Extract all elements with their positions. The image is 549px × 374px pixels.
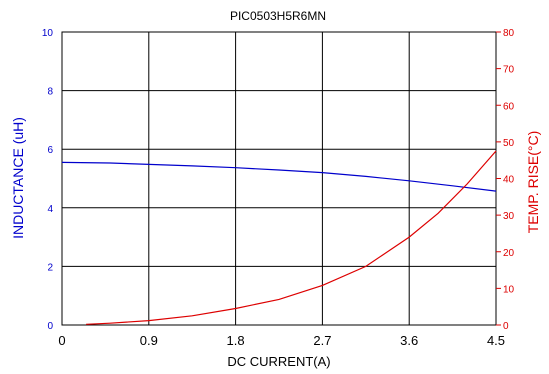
x-axis-ticks: 0 0.9 1.8 2.7 3.6 4.5 [58,333,505,348]
inductance-line [61,161,497,192]
right-tick-label: 50 [503,138,515,149]
right-tick-label: 0 [503,321,509,332]
left-tick-label: 8 [47,87,53,98]
right-axis-label: TEMP. RISE(°C) [525,131,541,234]
left-tick-label: 2 [47,262,53,273]
x-tick-label: 1.8 [227,333,245,348]
plot-area [61,31,497,326]
x-axis-label: DC CURRENT(A) [227,354,330,369]
right-tick-label: 60 [503,101,515,112]
left-tick-label: 10 [42,28,54,39]
left-tick-label: 6 [47,145,53,156]
x-tick-label: 2.7 [313,333,331,348]
right-tick-label: 20 [503,248,515,259]
right-tick-label: 10 [503,284,515,295]
right-tick-label: 70 [503,65,515,76]
right-tick-label: 80 [503,28,515,39]
left-tick-label: 4 [47,204,53,215]
left-tick-label: 0 [47,321,53,332]
right-tick-label: 40 [503,175,515,186]
right-axis-ticks: 0 10 20 30 40 50 60 70 80 [496,28,515,332]
series-layer [61,150,497,325]
x-tick-label: 3.6 [400,333,418,348]
x-tick-label: 0 [58,333,65,348]
grid [62,32,496,325]
x-tick-label: 4.5 [487,333,505,348]
x-tick-label: 0.9 [140,333,158,348]
left-axis-label: INDUCTANCE (uH) [10,117,26,239]
left-axis-ticks: 0 2 4 6 8 10 [42,28,54,332]
chart-title: PIC0503H5R6MN [230,9,326,23]
temperature-rise-line [86,150,497,325]
right-tick-label: 30 [503,211,515,222]
